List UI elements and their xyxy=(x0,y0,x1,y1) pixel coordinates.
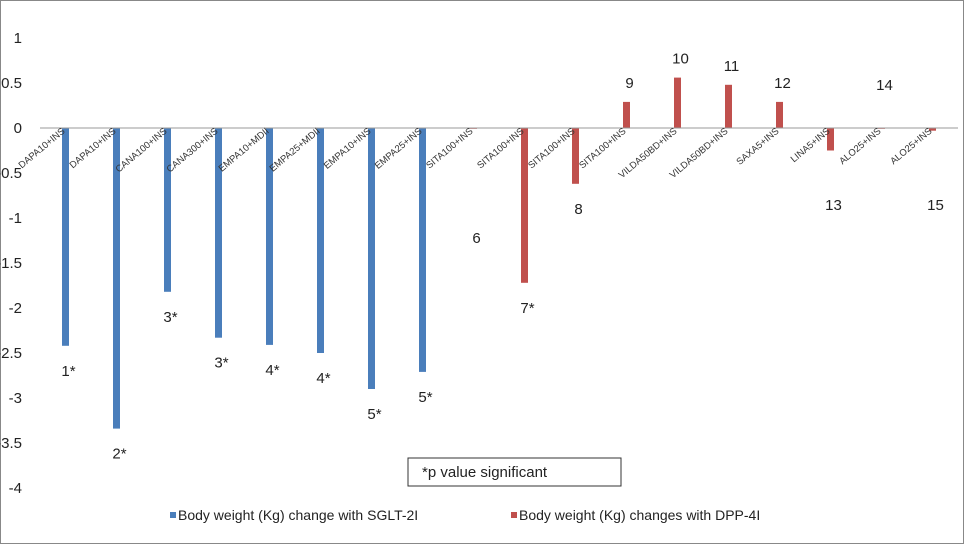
annotation-text: *p value significant xyxy=(422,464,548,481)
bar-label: 2* xyxy=(112,446,126,463)
bar-sglt2i xyxy=(419,128,426,372)
y-tick-label: -3 xyxy=(9,390,22,407)
bar-sglt2i xyxy=(266,128,273,345)
bar-label: 4* xyxy=(265,362,279,379)
y-tick-label: -3.5 xyxy=(0,435,22,452)
bar-sglt2i xyxy=(368,128,375,389)
annotation-box: *p value significant xyxy=(407,457,622,487)
y-tick-label: -2 xyxy=(9,300,22,317)
bar-label: 14 xyxy=(876,77,893,94)
bar-label: 10 xyxy=(672,51,689,68)
bar-label: 3* xyxy=(163,309,177,326)
y-tick-label: 1 xyxy=(14,30,22,47)
y-tick-label: -0.5 xyxy=(0,165,22,182)
legend: Body weight (Kg) change with SGLT-2I Bod… xyxy=(170,507,760,523)
bar-dpp4i xyxy=(827,128,834,151)
bar-label: 15 xyxy=(927,197,944,214)
bar-sglt2i xyxy=(215,128,222,338)
y-tick-label: -2.5 xyxy=(0,345,22,362)
y-tick-label: -1 xyxy=(9,210,22,227)
y-tick-label: -1.5 xyxy=(0,255,22,272)
bar-sglt2i xyxy=(62,128,69,346)
legend-swatch-dpp4i xyxy=(511,512,517,518)
bar-dpp4i xyxy=(623,101,630,128)
annotation-border xyxy=(407,457,622,487)
bar-label: 6 xyxy=(472,230,480,247)
bar-sglt2i xyxy=(113,128,120,429)
bar-label: 5* xyxy=(418,389,432,406)
bar-dpp4i xyxy=(521,128,528,283)
bar-label: 7* xyxy=(520,300,534,317)
legend-label-dpp4i: Body weight (Kg) changes with DPP-4I xyxy=(519,507,760,523)
bar-dpp4i xyxy=(929,128,936,131)
bar-sglt2i xyxy=(164,128,171,292)
bar-label: 9 xyxy=(625,75,633,92)
bar-dpp4i xyxy=(776,101,783,128)
bar-dpp4i xyxy=(725,84,732,128)
bar-number-labels: 1* 2* 3* 3* 4* 4* 5* 5* 6 7* 8 9 10 11 12 13 14 15 xyxy=(61,51,943,463)
y-tick-label: -4 xyxy=(9,480,22,497)
bar-label: 13 xyxy=(825,197,842,214)
y-tick-label: 0.5 xyxy=(1,75,22,92)
bar-label: 1* xyxy=(61,363,75,380)
legend-swatch-sglt2i xyxy=(170,512,176,518)
legend-label-sglt2i: Body weight (Kg) change with SGLT-2I xyxy=(178,507,418,523)
bar-label: 4* xyxy=(316,370,330,387)
y-tick-label: 0 xyxy=(14,120,22,137)
bar-sglt2i xyxy=(317,128,324,353)
bar-label: 8 xyxy=(574,201,582,218)
bar-label: 3* xyxy=(214,355,228,372)
bar-label: 5* xyxy=(367,406,381,423)
bar-dpp4i xyxy=(674,77,681,128)
bar-dpp4i xyxy=(572,128,579,184)
bar-label: 12 xyxy=(774,75,791,92)
y-axis: 1 0.5 0 -0.5 -1 -1.5 -2 -2.5 -3 -3.5 -4 xyxy=(0,30,22,497)
bar-label: 11 xyxy=(724,58,740,75)
